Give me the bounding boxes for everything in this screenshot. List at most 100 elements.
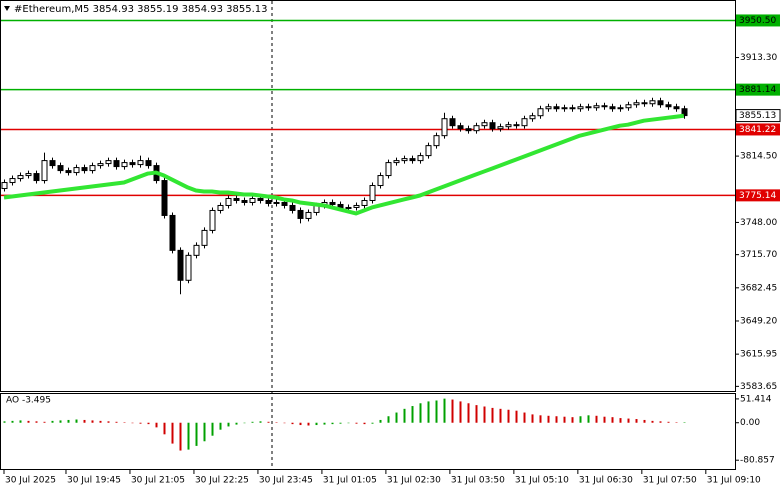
y-tick-label: 3583.65 <box>740 382 777 392</box>
y-tick-label: 51.414 <box>740 394 772 404</box>
y-tick-label: 0.00 <box>740 418 760 428</box>
candle-body <box>465 128 472 132</box>
level-label: 3881.14 <box>739 85 776 95</box>
candle-body <box>457 125 464 130</box>
x-tick-label: 31 Jul 07:50 <box>643 476 697 486</box>
candle-body <box>657 100 664 106</box>
candle-body <box>89 165 96 172</box>
level-label: 3950.50 <box>739 16 776 26</box>
candle-body <box>297 209 304 219</box>
candle-body <box>97 163 104 167</box>
x-tick-label: 31 Jul 09:10 <box>707 476 761 486</box>
candle-body <box>409 158 416 162</box>
candle-body <box>449 118 456 127</box>
candle-body <box>1 182 8 190</box>
candle-body <box>73 167 80 174</box>
candle-body <box>417 155 424 162</box>
x-tick-label: 31 Jul 01:05 <box>323 476 377 486</box>
candle-body <box>57 165 64 172</box>
x-tick-label: 30 Jul 2025 <box>5 476 56 486</box>
candle-body <box>377 175 384 187</box>
candle-body <box>649 100 656 105</box>
candle-body <box>529 115 536 120</box>
candle-body <box>217 204 224 211</box>
candle-body <box>385 162 392 177</box>
candle-body <box>25 173 32 177</box>
candle-body <box>569 107 576 110</box>
candle-body <box>17 175 24 180</box>
candle-body <box>553 106 560 110</box>
collapse-icon[interactable] <box>4 6 10 11</box>
candle-body <box>577 106 584 110</box>
x-tick-label: 31 Jul 03:50 <box>451 476 505 486</box>
candle-body <box>513 124 520 127</box>
candle-body <box>441 118 448 137</box>
candle-body <box>537 108 544 117</box>
current-price-label: 3855.13 <box>739 111 776 121</box>
candle-body <box>329 201 336 205</box>
candle-body <box>121 162 128 168</box>
candle-body <box>161 180 168 216</box>
x-tick-label: 30 Jul 23:45 <box>259 476 313 486</box>
candle-body <box>353 204 360 208</box>
x-tick-label: 31 Jul 02:30 <box>387 476 441 486</box>
candle-body <box>585 106 592 109</box>
candle-body <box>473 125 480 132</box>
candle-body <box>633 102 640 106</box>
candle-body <box>401 158 408 162</box>
y-tick-label: 3615.95 <box>740 350 777 360</box>
level-label-box <box>736 83 780 96</box>
candle-body <box>177 249 184 281</box>
candle-body <box>145 160 152 167</box>
candle-body <box>425 145 432 157</box>
candle-body <box>489 122 496 130</box>
candle-body <box>609 106 616 110</box>
candle-body <box>497 126 504 130</box>
current-price-box <box>735 109 781 123</box>
candle-body <box>209 209 216 231</box>
x-tick-label: 31 Jul 05:10 <box>515 476 569 486</box>
candle-body <box>641 102 648 105</box>
candle-body <box>33 173 40 182</box>
candle-body <box>521 118 528 127</box>
y-tick-label: 3748.00 <box>740 218 777 228</box>
candle-body <box>561 107 568 110</box>
candle-body <box>369 185 376 201</box>
chart-title: #Ethereum,M5 3854.93 3855.19 3854.93 385… <box>14 4 268 15</box>
candle-body <box>433 135 440 147</box>
level-label-box <box>736 14 780 27</box>
candle-body <box>601 105 608 108</box>
y-tick-label: -80.857 <box>740 456 775 466</box>
candle-body <box>105 160 112 165</box>
candle-body <box>185 254 192 281</box>
candle-body <box>257 197 264 201</box>
ao-panel-frame <box>0 393 736 470</box>
candle-body <box>625 104 632 109</box>
candle-body <box>505 124 512 128</box>
ao-title: AO -3.495 <box>6 396 51 406</box>
y-tick-label: 3814.50 <box>740 152 777 162</box>
candle-body <box>225 197 232 206</box>
y-tick-label: 3715.70 <box>740 250 777 260</box>
candle-body <box>673 106 680 110</box>
candle-body <box>273 201 280 204</box>
level-label-box <box>736 123 780 136</box>
candle-body <box>305 211 312 219</box>
candle-body <box>129 162 136 166</box>
moving-average <box>3 113 685 216</box>
candle-body <box>9 178 16 184</box>
x-tick-label: 30 Jul 22:25 <box>195 476 249 486</box>
x-tick-label: 30 Jul 19:45 <box>67 476 121 486</box>
candle-body <box>81 167 88 172</box>
candle-body <box>345 206 352 209</box>
candle-body <box>249 197 256 203</box>
candle-body <box>617 107 624 110</box>
candle-body <box>289 204 296 211</box>
candle-body <box>169 214 176 251</box>
level-label: 3841.22 <box>739 125 776 135</box>
candle-body <box>41 160 48 182</box>
x-tick-label: 31 Jul 06:30 <box>579 476 633 486</box>
y-tick-label: 3682.45 <box>740 283 777 293</box>
